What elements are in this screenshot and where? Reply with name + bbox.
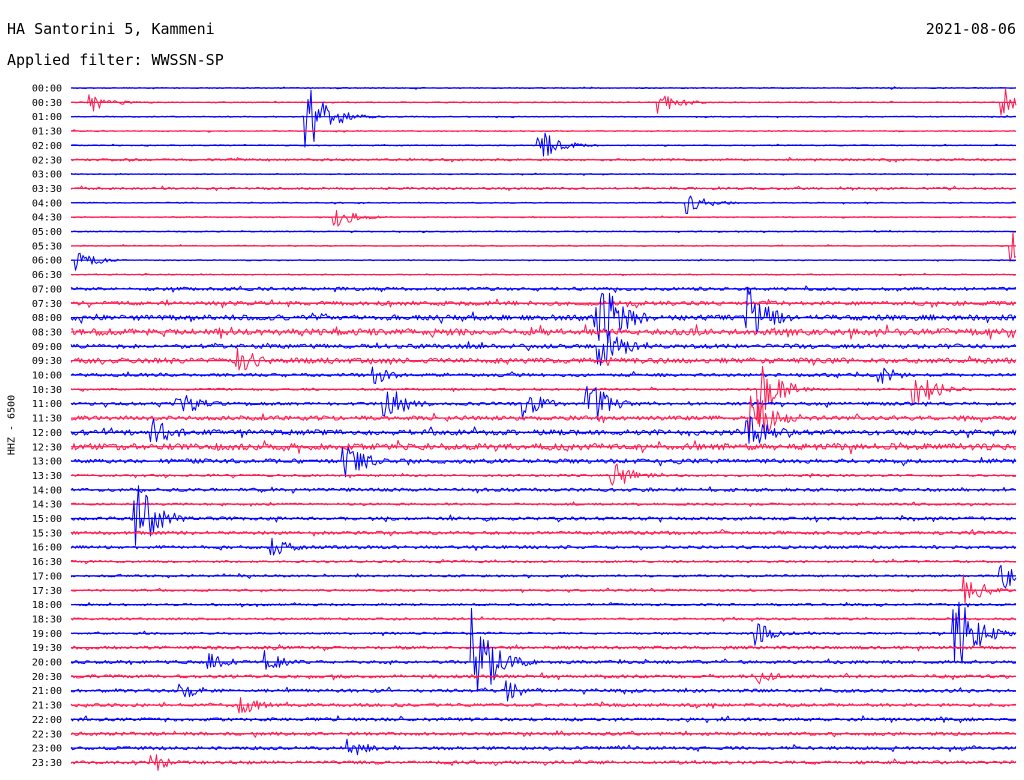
seismic-trace [70,89,1017,148]
seismic-trace [70,366,1017,384]
filter-label: Applied filter: WWSSN-SP [7,51,224,69]
hour-label: 23:00 [32,744,62,755]
hour-label: 02:00 [32,141,62,152]
hour-label: 21:00 [32,686,62,697]
hour-label: 12:00 [32,428,62,439]
hour-label: 04:30 [32,213,62,224]
hour-label: 14:00 [32,485,62,496]
hour-label: 16:30 [32,557,62,568]
trace-group [70,86,1017,771]
hour-label: 19:30 [32,643,62,654]
hour-label: 00:00 [32,84,62,95]
seismic-trace [70,156,1017,163]
hour-label: 13:30 [32,471,62,482]
hour-label: 07:00 [32,284,62,295]
hour-label: 03:30 [32,184,62,195]
seismic-trace [70,386,1016,420]
seismic-trace [70,416,1017,444]
seismic-trace [70,252,1017,271]
hour-label: 16:00 [32,543,62,554]
seismic-trace [70,644,1017,652]
hour-label: 20:30 [32,672,62,683]
hour-label: 01:30 [32,127,62,138]
hour-label: 19:00 [32,629,62,640]
hour-label: 15:00 [32,514,62,525]
seismic-trace [70,607,1016,692]
seismic-trace [70,447,1017,478]
hour-label: 15:30 [32,528,62,539]
seismic-trace [70,286,1017,344]
hour-label: 11:30 [32,414,62,425]
seismic-trace [70,730,1017,738]
hour-label: 09:30 [32,356,62,367]
seismic-trace [70,601,1017,664]
hour-label: 00:30 [32,98,62,109]
seismic-trace [70,485,1017,546]
seismic-trace [70,537,1017,556]
hour-label: 22:30 [32,729,62,740]
station-title: HA Santorini 5, Kammeni [7,20,215,38]
hour-label: 08:00 [32,313,62,324]
hour-label: 01:00 [32,112,62,123]
seismic-trace [70,347,1017,371]
hour-label: 22:00 [32,715,62,726]
hour-label: 23:30 [32,758,62,769]
hour-label: 17:30 [32,586,62,597]
seismic-trace [70,574,1017,604]
hour-label: 18:00 [32,600,62,611]
seismic-trace [70,231,1017,262]
seismic-trace [70,738,1017,756]
hour-label: 18:30 [32,614,62,625]
seismic-trace [70,195,1017,214]
hour-label: 05:30 [32,241,62,252]
hour-label-group: 00:00 00:30 01:00 01:30 02:00 02:30 03:00 03:30… [32,84,62,769]
hour-label: 11:00 [32,399,62,410]
date-label: 2021-08-06 [925,20,1016,38]
seismic-trace [70,210,1017,227]
hour-label: 09:00 [32,342,62,353]
hour-label: 04:00 [32,198,62,209]
hour-label: 03:00 [32,170,62,181]
hour-label: 06:00 [32,256,62,267]
hour-label: 10:30 [32,385,62,396]
hour-label: 10:00 [32,371,62,382]
seismic-trace [70,463,1017,486]
hour-label: 13:00 [32,457,62,468]
hour-label: 08:30 [32,327,62,338]
hour-label: 14:30 [32,500,62,511]
hour-label: 17:00 [32,571,62,582]
seismic-trace [70,672,1017,685]
seismic-trace [70,564,1017,589]
seismic-trace [70,185,1017,192]
hour-label: 20:00 [32,658,62,669]
hour-label: 12:30 [32,442,62,453]
hour-label: 07:30 [32,299,62,310]
hour-label: 02:30 [32,155,62,166]
hour-label: 05:00 [32,227,62,238]
hour-label: 06:30 [32,270,62,281]
hour-label: 21:30 [32,701,62,712]
seismic-trace [70,132,1017,157]
